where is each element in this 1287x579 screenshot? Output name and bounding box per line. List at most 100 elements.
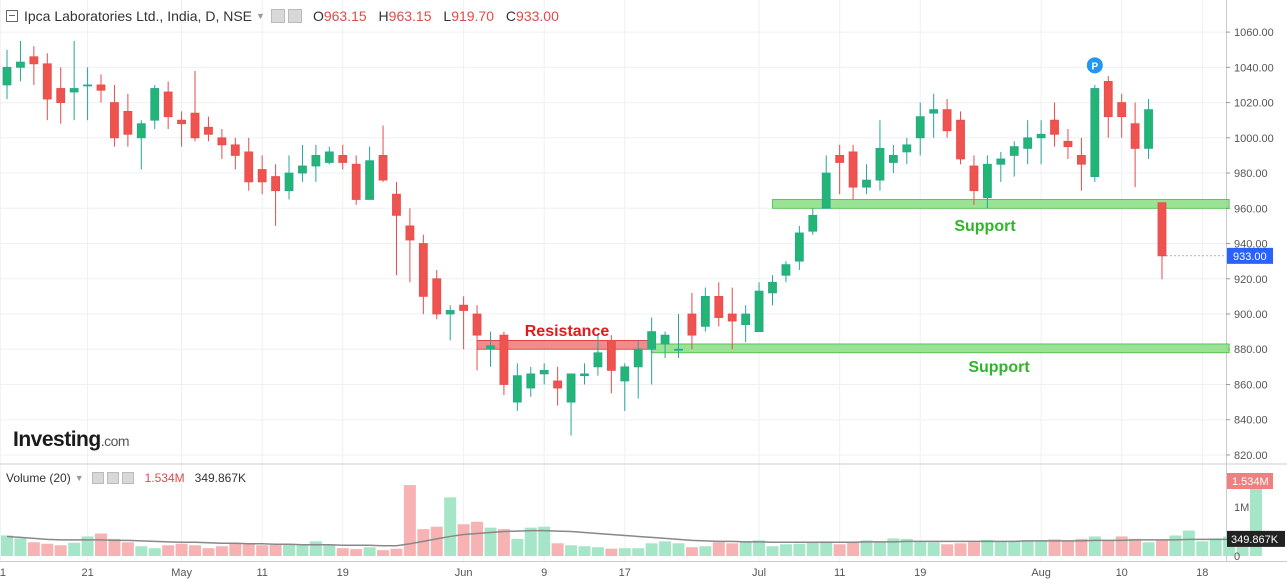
candle-body xyxy=(418,243,428,297)
volume-bar xyxy=(524,527,537,556)
time-tick-label: 19 xyxy=(914,567,926,579)
candle-body xyxy=(593,352,603,368)
volume-bar xyxy=(1155,539,1168,556)
chevron-down-icon[interactable]: ▼ xyxy=(74,473,84,483)
volume-bar xyxy=(1196,541,1209,556)
zone-label-support: Support xyxy=(954,218,1016,235)
volume-bar xyxy=(283,543,296,556)
candle-body xyxy=(472,313,482,336)
volume-legend: Volume (20) ▼ 1.534M 349.867K xyxy=(6,471,246,485)
last-volume-tag xyxy=(1227,473,1273,490)
volume-bar xyxy=(699,546,712,556)
candle-body xyxy=(633,348,643,368)
candle-body xyxy=(996,158,1006,165)
candle-body xyxy=(244,151,254,183)
candle-body xyxy=(714,295,724,318)
volume-bar xyxy=(256,545,269,556)
candle-body xyxy=(942,109,952,132)
candle-body xyxy=(459,304,469,311)
chevron-down-icon[interactable]: ▼ xyxy=(256,11,265,21)
volume-bar xyxy=(887,538,900,556)
volume-bar xyxy=(1129,538,1142,556)
candle-body xyxy=(1144,109,1153,149)
volume-value: 1.534M xyxy=(144,471,185,485)
candle-body xyxy=(512,375,522,403)
volume-bar xyxy=(565,545,578,556)
volume-bar xyxy=(712,542,725,556)
volume-bar xyxy=(1075,538,1088,556)
volume-bar xyxy=(1102,539,1115,556)
candle-body xyxy=(1009,146,1019,156)
volume-bar xyxy=(833,544,846,556)
candle-body xyxy=(539,369,549,375)
price-tick-label: 1000.00 xyxy=(1234,133,1274,145)
investing-logo: Investing.com xyxy=(13,428,130,452)
last-price-label: 933.00 xyxy=(1233,251,1267,263)
volume-bar xyxy=(242,544,255,556)
price-tick-label: 1020.00 xyxy=(1234,98,1274,110)
candle-body xyxy=(177,119,186,125)
symbol-toggle-icon[interactable] xyxy=(6,10,18,22)
candle-body xyxy=(1036,133,1046,139)
volume-bar xyxy=(739,541,752,556)
candle-body xyxy=(1157,202,1167,257)
candle-body xyxy=(378,155,388,181)
volume-bar xyxy=(726,543,739,556)
volume-bar xyxy=(1115,536,1128,556)
candle-body xyxy=(526,373,536,389)
time-tick-label: May xyxy=(171,567,192,579)
candle-body xyxy=(257,169,267,183)
volume-bar xyxy=(847,542,860,556)
candle-body xyxy=(16,61,25,68)
candle-body xyxy=(929,109,939,114)
volume-bar xyxy=(390,548,403,556)
volume-bar xyxy=(14,538,27,556)
last-volume-label: 1.534M xyxy=(1232,476,1269,488)
volume-bar xyxy=(806,542,819,556)
candle-body xyxy=(405,225,415,241)
volume-bar xyxy=(162,545,175,556)
volume-bar xyxy=(766,546,779,556)
volume-bar xyxy=(1088,536,1101,556)
visibility-icon[interactable] xyxy=(270,9,285,23)
volume-bar xyxy=(1035,540,1048,556)
volume-bar xyxy=(793,543,806,556)
candle-body xyxy=(365,160,375,200)
volume-bar xyxy=(779,544,792,556)
volume-bar xyxy=(41,543,54,556)
volume-bar xyxy=(457,524,470,556)
time-tick-label: Jul xyxy=(752,567,766,579)
price-tick-label: 880.00 xyxy=(1234,344,1268,356)
price-tick-label: 940.00 xyxy=(1234,239,1268,251)
candle-body xyxy=(835,155,845,163)
close-icon[interactable] xyxy=(121,472,134,484)
candle-body xyxy=(754,290,764,333)
candle-body xyxy=(1023,137,1033,149)
symbol-title: Ipca Laboratories Ltd., India, D, NSE xyxy=(24,8,253,24)
visibility-icon[interactable] xyxy=(91,472,104,484)
volume-bar xyxy=(54,545,67,556)
volume-bar xyxy=(820,541,833,556)
candle-body xyxy=(808,214,818,232)
candle-body xyxy=(204,126,213,135)
time-tick-label: 11 xyxy=(0,567,6,579)
settings-icon[interactable] xyxy=(287,9,302,23)
volume-bar xyxy=(591,547,604,556)
candle-body xyxy=(338,155,348,163)
volume-bar xyxy=(538,526,551,556)
volume-bar xyxy=(914,540,927,556)
price-tick-label: 860.00 xyxy=(1234,379,1268,391)
volume-bar xyxy=(95,533,108,556)
low-value: 919.70 xyxy=(451,8,495,24)
volume-bar xyxy=(309,541,322,556)
settings-icon[interactable] xyxy=(106,472,119,484)
candle-body xyxy=(1117,102,1127,118)
volume-bar xyxy=(1142,542,1155,556)
candle-body xyxy=(647,331,657,350)
volume-bar xyxy=(1209,538,1222,556)
volume-bar xyxy=(1048,539,1061,556)
volume-tick-label: 0 xyxy=(1234,551,1240,563)
volume-bar xyxy=(363,547,376,556)
zone-support-2 xyxy=(772,199,1230,209)
